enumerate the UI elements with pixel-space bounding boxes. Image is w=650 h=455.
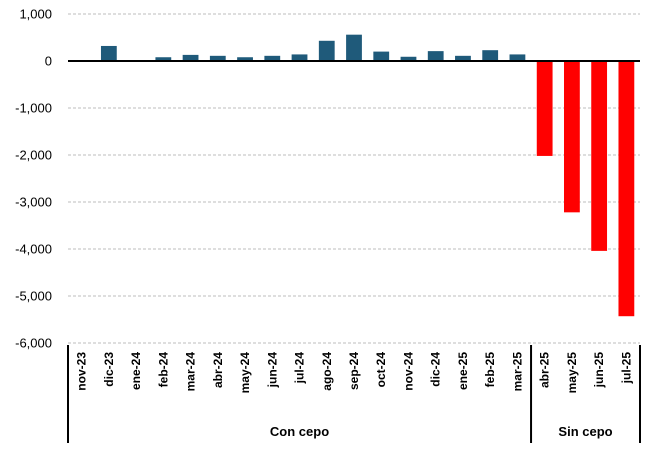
x-tick-label: may-25: [565, 352, 579, 394]
x-tick-label: jun-25: [592, 352, 606, 389]
bar-feb-24: [155, 57, 172, 61]
x-tick-label: ene-25: [456, 352, 470, 390]
x-tick-label: abr-24: [211, 352, 225, 388]
x-tick-label: ene-24: [129, 352, 143, 390]
x-tick-label: oct-24: [374, 352, 388, 388]
x-tick-label: dic-23: [102, 352, 116, 387]
bar-jul-25: [618, 61, 635, 317]
y-tick-label: -2,000: [15, 148, 52, 163]
x-tick-label: may-24: [238, 352, 252, 394]
bar-abr-25: [536, 61, 553, 156]
x-tick-label: nov-24: [401, 352, 415, 391]
y-tick-label: -6,000: [15, 336, 52, 351]
y-tick-label: -4,000: [15, 242, 52, 257]
x-tick-label: nov-23: [75, 352, 89, 391]
bar-may-25: [564, 61, 580, 213]
bar-feb-25: [482, 50, 499, 61]
x-tick-label: jul-25: [619, 352, 633, 385]
y-tick-label: -1,000: [15, 101, 52, 116]
y-tick-label: -3,000: [15, 195, 52, 210]
x-tick-label: mar-24: [184, 352, 198, 392]
y-tick-label: 1,000: [19, 7, 52, 22]
group-label: Sin cepo: [558, 424, 612, 439]
bar-sep-24: [346, 34, 362, 61]
bar-jun-25: [591, 61, 608, 251]
x-tick-label: feb-24: [156, 352, 170, 388]
bar-abr-24: [209, 55, 226, 61]
x-tick-label: jun-24: [265, 352, 279, 389]
bar-may-24: [237, 57, 253, 61]
bar-ago-24: [318, 40, 335, 61]
x-tick-label: sep-24: [347, 352, 361, 390]
y-tick-label: 0: [45, 54, 52, 69]
bar-mar-24: [182, 54, 199, 61]
bar-jun-24: [264, 55, 281, 61]
x-tick-label: jul-24: [293, 352, 307, 385]
bar-ene-25: [455, 55, 471, 61]
x-tick-label: mar-25: [510, 352, 524, 392]
bar-nov-24: [400, 56, 417, 61]
x-tick-label: abr-25: [538, 352, 552, 388]
bar-jul-24: [291, 54, 308, 61]
bar-mar-25: [509, 54, 526, 61]
y-tick-label: -5,000: [15, 289, 52, 304]
bar-dic-24: [427, 51, 444, 61]
x-tick-label: dic-24: [429, 352, 443, 387]
x-tick-label: ago-24: [320, 352, 334, 391]
x-tick-label: feb-25: [483, 352, 497, 388]
bar-oct-24: [373, 51, 390, 61]
bar-dic-23: [100, 45, 117, 61]
group-label: Con cepo: [270, 424, 329, 439]
